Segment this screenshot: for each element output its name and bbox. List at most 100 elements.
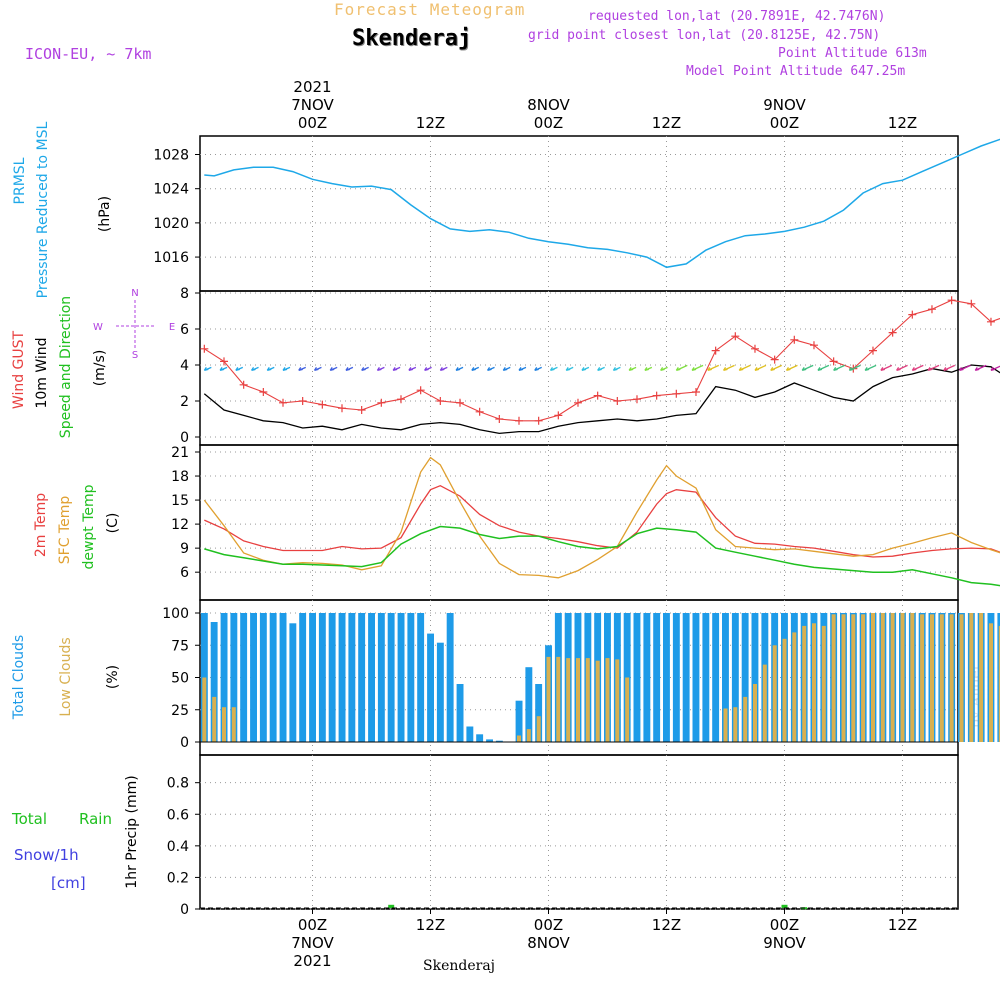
y-tick-label: 1016: [153, 250, 189, 266]
total-cloud-bar: [751, 613, 759, 742]
total-cloud-bar: [289, 623, 297, 742]
bottom-time-label: 12Z: [652, 916, 681, 934]
total-cloud-bar: [328, 613, 336, 742]
y-tick-label: 0: [180, 735, 189, 751]
y-tick-label: 15: [171, 493, 189, 509]
y-tick-label: 8: [180, 286, 189, 302]
top-time-label: 00Z: [534, 114, 563, 132]
wind-direction-arrow: [691, 364, 704, 372]
low-cloud-bar: [861, 614, 866, 742]
total-cloud-bar: [446, 613, 454, 742]
wind-direction-arrow: [549, 366, 558, 372]
total-cloud-bar: [279, 613, 287, 742]
low-cloud-bar: [949, 614, 954, 742]
point-altitude: Point Altitude 613m: [778, 46, 927, 61]
total-cloud-bar: [731, 613, 739, 742]
wind-direction-arrow: [250, 366, 259, 372]
top-time-label: 00Z: [298, 114, 327, 132]
total-cloud-bar: [397, 613, 405, 742]
compass-east: E: [169, 322, 175, 333]
gust-marker: [514, 416, 523, 425]
y-tick-label: 6: [180, 322, 189, 338]
y-tick-label: 0.8: [167, 776, 189, 792]
low-cloud-bar: [517, 735, 521, 742]
low-cloud-bar: [871, 613, 875, 742]
gust-marker: [436, 397, 445, 405]
low-cloud-bar: [782, 638, 787, 742]
gust-marker: [239, 380, 248, 389]
low-cloud-bar: [772, 645, 777, 743]
gust-marker: [593, 391, 602, 400]
low-cloud-bar: [812, 623, 816, 742]
gust-marker: [888, 328, 897, 337]
gust-marker: [829, 357, 838, 366]
gust-marker: [986, 317, 995, 326]
total-cloud-bar: [486, 739, 493, 742]
top-date-label: 9NOV: [763, 96, 806, 114]
low-cloud-bar: [930, 614, 934, 742]
y-tick-label: 2: [180, 394, 189, 410]
wind-direction-arrow: [471, 366, 480, 372]
wind-direction-arrow: [534, 366, 542, 372]
precip-label-total: Total: [11, 810, 47, 828]
gust-marker: [534, 416, 543, 425]
wind-direction-arrow: [361, 366, 369, 372]
total-cloud-bar: [515, 700, 523, 742]
temp-label-dewpt: dewpt Temp: [81, 484, 97, 569]
total-cloud-bar: [309, 613, 316, 742]
total-cloud-bar: [250, 613, 257, 742]
low-cloud-bar: [753, 684, 757, 742]
y-tick-label: 0: [180, 430, 189, 446]
wind-label-gust: Wind GUST: [11, 330, 27, 409]
low-cloud-bar: [212, 696, 217, 742]
gust-marker: [790, 335, 799, 344]
gust-marker: [377, 398, 386, 407]
gridpoint-coords: grid point closest lon,lat (20.8125E, 42…: [528, 28, 881, 43]
compass-south: S: [132, 350, 138, 361]
y-tick-label: 25: [171, 703, 189, 719]
total-cloud-bar: [427, 633, 434, 742]
bottom-time-label: 12Z: [888, 916, 917, 934]
gust-marker: [672, 389, 681, 398]
low-cloud-bar: [939, 614, 944, 742]
wind-direction-arrow: [927, 364, 940, 372]
series-2m-temp: [204, 484, 1000, 558]
low-cloud-bar: [202, 677, 207, 742]
total-cloud-bar: [240, 613, 248, 742]
wind-unit: (m/s): [92, 350, 108, 387]
total-cloud-bar: [377, 613, 385, 742]
gust-marker: [279, 398, 288, 407]
y-tick-label: 18: [171, 469, 189, 485]
wind-direction-arrow: [864, 364, 877, 372]
total-cloud-bar: [210, 622, 218, 742]
gust-marker: [691, 388, 700, 396]
wind-direction-arrow: [770, 364, 782, 372]
wind-direction-arrow: [313, 366, 322, 372]
total-cloud-bar: [692, 613, 700, 742]
total-cloud-bar: [702, 613, 710, 742]
wind-direction-arrow: [392, 366, 401, 372]
low-cloud-bar: [222, 707, 226, 742]
low-cloud-bar: [831, 614, 836, 742]
gust-marker: [318, 400, 327, 409]
gust-marker: [455, 398, 464, 407]
total-cloud-bar: [456, 684, 464, 742]
gust-marker: [337, 404, 346, 413]
wind-direction-arrow: [455, 366, 464, 372]
low-cloud-bar: [920, 614, 925, 742]
top-time-label: 12Z: [888, 114, 917, 132]
low-cloud-bar: [998, 625, 1000, 742]
wind-direction-arrow: [785, 364, 798, 372]
total-cloud-bar: [299, 613, 307, 742]
gust-marker: [908, 310, 917, 319]
total-cloud-bar: [230, 613, 238, 742]
wind-direction-arrow: [424, 366, 432, 372]
total-cloud-bar: [476, 734, 484, 742]
low-cloud-bar: [821, 625, 826, 742]
wind-direction-arrow: [502, 366, 511, 372]
low-cloud-bar: [546, 656, 551, 742]
series-dewpt-temp: [204, 525, 1000, 587]
gust-marker: [750, 344, 759, 353]
low-cloud-bar: [615, 659, 620, 742]
